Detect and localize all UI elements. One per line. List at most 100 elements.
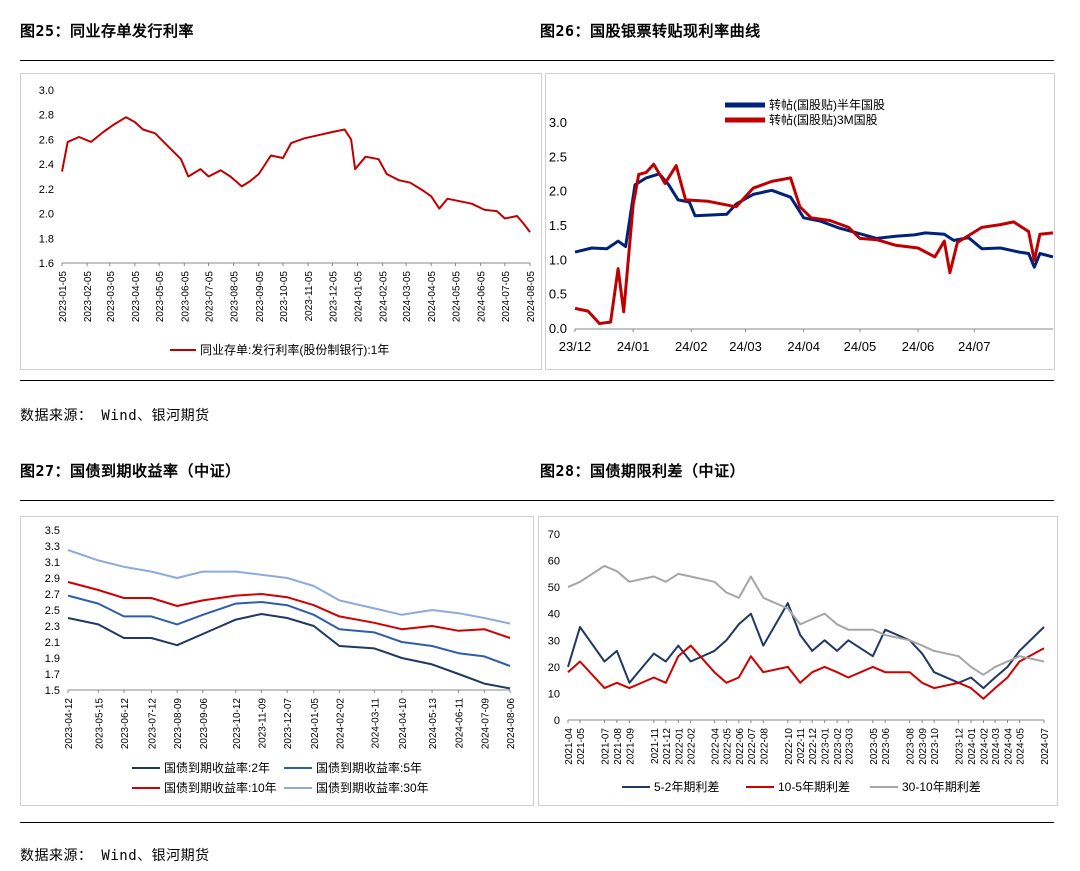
figure-25-title: 图25：同业存单发行利率 — [20, 22, 195, 40]
x-tick-label: 2024-03-11 — [370, 698, 381, 749]
x-tick-label: 2024-08-05 — [526, 271, 537, 323]
y-tick-label: 2.3 — [45, 621, 60, 633]
y-tick-label: 2.9 — [45, 573, 60, 585]
y-tick-label: 2.8 — [39, 110, 54, 122]
x-tick-label: 2024-07-05 — [501, 271, 512, 323]
x-tick-label: 2022-11 — [796, 728, 807, 764]
x-tick-label: 2024-07-09 — [480, 698, 491, 750]
chart-treasury-yield: 3.5 3.3 3.1 2.9 2.7 2.5 2.3 2.1 1.9 1.7 1.5 2023-04… — [20, 516, 534, 806]
chart-frame — [538, 516, 1058, 806]
x-tick-label: 24/01 — [617, 339, 650, 354]
x-tick-label: 2023-07-05 — [205, 271, 216, 323]
top-rule — [20, 60, 1054, 61]
x-tick-label: 2023-06 — [881, 728, 892, 765]
y-tick-label: 2.2 — [39, 184, 54, 196]
x-tick-label: 2023-01 — [821, 728, 832, 765]
series-line-1 — [567, 602, 1045, 690]
legend-label: 转帖(国股贴)3M国股 — [769, 112, 878, 127]
x-tick-label: 2024-01-05 — [354, 271, 365, 323]
x-tick-label: 2023-06-05 — [180, 271, 191, 323]
x-tick-label: 24/03 — [729, 339, 762, 354]
x-tick-label: 2023-12-05 — [328, 271, 339, 323]
y-tick-label: 2.4 — [39, 159, 54, 171]
x-tick-label: 2024-05 — [1016, 728, 1027, 765]
legend-label: 5-2年期利差 — [654, 780, 719, 794]
middle-rule-2 — [20, 500, 1054, 501]
y-tick-label: 10 — [548, 688, 560, 700]
x-tick-label: 2023-02 — [833, 728, 844, 765]
x-tick-label: 2023-08 — [906, 728, 917, 765]
x-tick-label: 2024-03-05 — [402, 271, 413, 323]
y-tick-label: 2.5 — [549, 149, 567, 164]
y-tick-label: 1.0 — [549, 252, 567, 267]
x-tick-label: 2024-02-02 — [335, 698, 346, 750]
y-tick-label: 0.0 — [549, 321, 567, 336]
x-tick-label: 2023-12 — [955, 728, 966, 765]
y-tick-label: 3.5 — [45, 525, 60, 537]
legend-label: 国债到期收益率:2年 — [164, 760, 270, 775]
x-tick-label: 24/06 — [902, 339, 935, 354]
x-tick-label: 2021-08 — [613, 728, 624, 765]
x-tick-label: 2024-03 — [991, 728, 1002, 765]
x-tick-label: 2024-08-06 — [506, 698, 517, 750]
x-tick-label: 2023-08-05 — [230, 271, 241, 323]
legend-label: 国债到期收益率:5年 — [316, 760, 422, 775]
x-tick-label: 2023-04-05 — [131, 271, 142, 323]
x-tick-label: 2024-02 — [979, 728, 990, 765]
x-tick-label: 2024-04 — [1004, 728, 1015, 765]
y-tick-label: 1.7 — [45, 669, 60, 681]
x-tick-label: 24/05 — [844, 339, 877, 354]
x-tick-label: 2021-04 — [564, 728, 575, 765]
x-tick-label: 2022-01 — [674, 728, 685, 765]
chart-discount-rate: 3.0 2.5 2.0 1.5 1.0 0.5 0.0 23/12 24/01 24/02 24/0… — [545, 73, 1055, 370]
x-tick-label: 2024-04-10 — [398, 698, 409, 750]
y-tick-label: 20 — [548, 662, 560, 674]
source-note-top: 数据来源： Wind、银河期货 — [20, 408, 210, 424]
x-tick-label: 2023-02-05 — [83, 271, 94, 323]
y-tick-label: 1.6 — [39, 258, 54, 270]
x-tick-label: 2023-09 — [918, 728, 929, 765]
chart-frame — [20, 73, 542, 370]
x-tick-label: 2022-12 — [808, 728, 819, 765]
x-tick-label: 2023-09-05 — [255, 271, 266, 323]
y-tick-label: 0 — [554, 715, 560, 727]
y-tick-label: 1.8 — [39, 233, 54, 245]
series-line-3 — [567, 564, 1045, 676]
x-tick-label: 2022-08 — [759, 728, 770, 765]
series-line-2 — [567, 644, 1045, 700]
x-tick-label: 2022-04 — [710, 728, 721, 765]
x-tick-label: 2023-03 — [844, 728, 855, 765]
x-tick-label: 24/07 — [958, 339, 991, 354]
middle-rule-1 — [20, 380, 1054, 381]
y-tick-label: 3.3 — [45, 541, 60, 553]
x-tick-label: 2023-04-12 — [64, 698, 75, 750]
y-tick-label: 1.9 — [45, 653, 60, 665]
x-tick-label: 2024-07 — [1040, 728, 1051, 765]
y-tick-label: 2.1 — [45, 637, 60, 649]
x-tick-label: 2022-07 — [747, 728, 758, 765]
x-tick-label: 2023-11-09 — [257, 698, 268, 749]
legend-label: 10-5年期利差 — [778, 780, 850, 794]
x-tick-label: 2023-10 — [930, 728, 941, 765]
x-tick-label: 2023-11-05 — [304, 271, 315, 322]
series-line-3 — [67, 581, 511, 639]
y-tick-label: 0.5 — [549, 287, 567, 302]
chart-issue-rate: 3.0 2.8 2.6 2.4 2.2 2.0 1.8 1.6 2023-01-05 2023-0… — [20, 73, 542, 370]
legend-label: 国债到期收益率:30年 — [316, 780, 429, 795]
x-tick-label: 24/02 — [675, 339, 708, 354]
y-tick-label: 70 — [548, 529, 560, 541]
x-tick-label: 2024-01 — [967, 728, 978, 765]
x-tick-label: 2023-06-12 — [120, 698, 131, 750]
y-tick-label: 3.0 — [549, 115, 567, 130]
series-line-2 — [67, 594, 511, 667]
y-tick-label: 40 — [548, 609, 560, 621]
legend-label: 30-10年期利差 — [902, 780, 981, 794]
series-line-2 — [574, 162, 1054, 325]
y-tick-label: 2.5 — [45, 605, 60, 617]
y-tick-label: 30 — [548, 635, 560, 647]
x-tick-label: 2023-03-05 — [106, 271, 117, 323]
x-tick-label: 2022-10 — [784, 728, 795, 765]
x-tick-label: 2024-06-05 — [477, 271, 488, 323]
x-tick-label: 2021-09 — [625, 728, 636, 765]
x-tick-label: 23/12 — [559, 339, 592, 354]
